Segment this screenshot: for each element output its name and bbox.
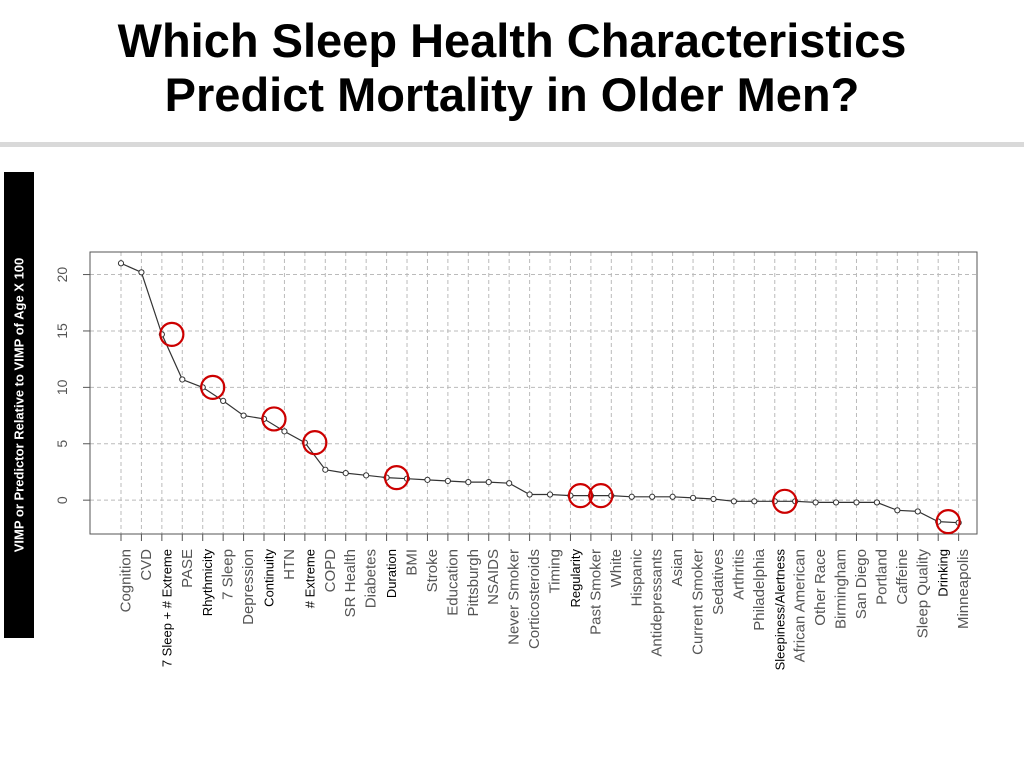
x-tick-label: SR Health [342, 549, 359, 617]
x-tick-label: Asian [669, 549, 686, 587]
x-tick-label: Duration [384, 549, 399, 598]
x-tick-label: Other Race [812, 549, 829, 626]
x-tick-label: Caffeine [894, 549, 911, 605]
data-point [179, 376, 186, 383]
x-tick-label: Sedatives [710, 549, 727, 615]
data-point [526, 491, 533, 498]
x-tick-label: NSAIDS [485, 549, 502, 605]
x-tick-label: Diabetes [363, 549, 380, 608]
highlight-circle [302, 430, 328, 456]
x-tick-label: San Diego [853, 549, 870, 619]
data-point [832, 499, 840, 506]
data-point [751, 498, 758, 505]
highlight-circle [159, 321, 185, 347]
data-point [506, 480, 513, 487]
data-point [485, 479, 492, 486]
data-point [117, 260, 125, 267]
y-tick-label: 0 [54, 496, 70, 504]
x-tick-label: # Extreme [302, 549, 317, 608]
slide-title: Which Sleep Health Characteristics Predi… [0, 14, 1024, 122]
y-tick-label: 20 [54, 267, 70, 283]
highlight-circle [567, 483, 594, 509]
plot-frame [89, 251, 978, 535]
y-tick-label: 10 [54, 379, 70, 395]
x-tick-label: BMI [404, 549, 421, 576]
data-point [812, 499, 819, 506]
series-line [120, 262, 959, 524]
x-tick-label: Regularity [568, 549, 583, 608]
x-tick-label: CVD [138, 549, 155, 581]
highlight-circle [383, 465, 410, 491]
data-point [465, 479, 472, 486]
x-tick-label: Arthritis [730, 549, 747, 600]
data-point [894, 507, 901, 514]
x-tick-label: Stroke [424, 549, 441, 592]
x-tick-label: Corticosteroids [526, 549, 543, 649]
x-tick-label: Education [444, 549, 461, 616]
x-tick-label: PASE [179, 549, 196, 588]
x-tick-label: 7 Sleep + # Extreme [159, 549, 174, 667]
x-tick-label: Pittsburgh [465, 549, 482, 617]
data-point [914, 508, 921, 515]
x-tick-label: Sleepiness/Alertness [772, 549, 787, 671]
data-point [873, 499, 881, 506]
x-tick-label: Sleep Quality [914, 549, 931, 639]
title-line-2: Predict Mortality in Older Men? [164, 68, 860, 121]
x-tick-label: 7 Sleep [220, 549, 237, 600]
highlight-circle [772, 488, 798, 514]
x-tick-label: Portland [873, 549, 890, 605]
x-tick-label: Timing [547, 549, 564, 593]
data-point [853, 499, 860, 506]
x-tick-label: African American [792, 549, 809, 662]
x-tick-label: Past Smoker [587, 549, 604, 635]
data-point [730, 498, 738, 505]
highlight-circle [261, 406, 287, 432]
data-point [649, 493, 656, 500]
x-tick-label: Minneapolis [955, 549, 972, 629]
highlight-circle [200, 374, 226, 400]
y-tick-label: 5 [54, 440, 70, 448]
x-tick-label: Antidepressants [649, 549, 666, 657]
x-tick-label: COPD [322, 549, 339, 593]
y-axis-label-bar [4, 172, 34, 638]
x-tick-label: White [608, 549, 625, 587]
data-point [689, 494, 697, 502]
data-point [444, 477, 451, 485]
data-point [342, 469, 349, 477]
x-tick-label: Cognition [118, 549, 135, 612]
data-point [424, 476, 431, 483]
data-point [220, 397, 227, 404]
data-point [281, 428, 288, 435]
data-point [669, 493, 676, 500]
data-point [363, 472, 370, 479]
x-tick-label: Birmingham [833, 549, 850, 629]
highlight-circle [935, 508, 961, 535]
data-point [138, 269, 145, 276]
x-tick-label: Current Smoker [690, 549, 707, 655]
x-tick-label: Hispanic [628, 549, 645, 607]
data-point [628, 493, 635, 500]
data-point [710, 495, 717, 503]
x-tick-label: Drinking [936, 549, 951, 597]
highlight-circle [588, 483, 614, 509]
x-tick-label: HTN [281, 549, 298, 580]
x-tick-label: Continuity [262, 549, 277, 607]
x-tick-label: Never Smoker [506, 549, 523, 645]
x-tick-label: Rhythmicity [200, 549, 215, 617]
title-divider [0, 142, 1024, 147]
x-tick-label: Philadelphia [751, 548, 768, 630]
title-line-1: Which Sleep Health Characteristics [117, 14, 907, 67]
y-tick-label: 15 [54, 323, 70, 339]
data-point [240, 412, 247, 419]
x-tick-label: Depression [240, 549, 257, 625]
data-point [546, 491, 554, 498]
data-point [322, 466, 329, 473]
